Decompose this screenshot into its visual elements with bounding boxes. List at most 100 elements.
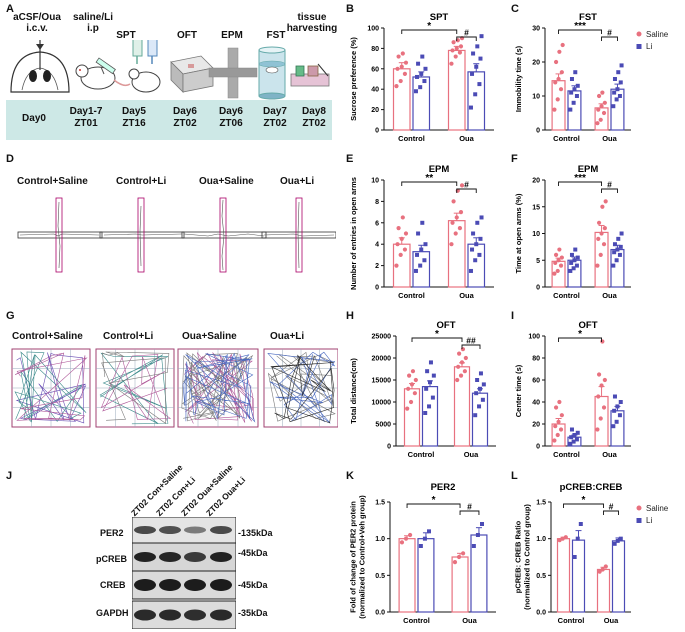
panel-letter-d: D [6,153,14,165]
y-tick-label: 80 [532,356,540,363]
data-point-saline [395,66,400,71]
y-tick-label: 20 [532,60,540,67]
significance-marker: # [607,180,612,190]
data-point-li [611,424,616,429]
data-point-saline [399,540,405,545]
oft-path [267,351,336,422]
data-point-saline [596,394,601,399]
chart-oft-distance: OFT Total distance(cm) 0 5000 10000 15000 2000… [349,320,496,459]
oft-path [15,352,87,424]
data-point-saline [598,252,603,257]
data-point-li [479,34,484,39]
blot-row-pcreb: pCREB [96,554,127,564]
y-tick-label: 0 [536,285,540,292]
chart-epm-entries: EPM Number of entries in open arms 0 2 4 6 8 10… [349,164,494,300]
data-point-saline [452,560,458,565]
legend-label-saline: Saline [646,30,669,39]
kda-pcreb: -45kDa [238,548,268,558]
data-point-li [419,247,424,252]
data-point-li [617,252,622,257]
panel-letter-f: F [511,153,518,165]
data-point-li [424,386,429,391]
significance-marker: *** [574,21,586,32]
data-point-saline [451,199,456,204]
data-point-saline [459,360,465,365]
data-point-li [611,104,616,109]
data-point-li [615,404,620,409]
bar-li-control [421,385,439,447]
y-tick-label: 40 [532,400,540,407]
data-point-li [614,419,619,424]
significance-marker: # [464,28,469,38]
data-point-saline [557,49,562,54]
data-point-saline [396,226,401,231]
epm-track-oua-saline [181,197,267,273]
blot-bands-creb [134,579,232,591]
bar-li-control [571,539,586,613]
data-point-li [480,397,485,402]
data-point-li [416,61,421,66]
data-point-saline [598,416,603,421]
data-point-saline [457,351,462,356]
significance-bracket [411,337,463,342]
data-point-saline [408,532,413,538]
data-point-li [614,97,619,102]
data-point-saline [399,64,404,69]
chart-pcreb-creb: pCREB:CREB pCREB: CREB Ratio(normalized t… [514,482,669,625]
data-point-saline [595,263,600,268]
data-point-saline [454,46,459,51]
oft-path [101,351,170,424]
significance-bracket [601,188,618,193]
y-tick-label: 0 [375,285,379,292]
y-axis-label-line: pCREB: CREB Ratio [514,520,523,593]
zt-text: ZT06 [219,118,243,129]
data-point-li [479,215,484,220]
y-axis-label-line: Total distance(cm) [349,358,358,424]
bar-saline-oua [594,395,609,447]
timeline-day7: Day7 ZT02 [257,106,293,130]
data-point-saline [599,231,604,236]
timeline-day1-7: Day1-7 ZT01 [61,106,111,130]
y-tick-label: 60 [532,378,540,385]
oft-path [100,354,172,421]
oft-track-images [11,348,338,428]
panel-letter-a: A [6,3,14,15]
data-point-saline [407,373,412,378]
y-tick-label: 1.5 [375,500,385,507]
data-point-li [473,92,478,97]
data-point-li [568,107,573,112]
data-point-li [473,413,478,418]
y-axis-label: Center time (s) [514,364,523,417]
data-point-li [572,433,577,437]
data-point-saline [601,242,607,247]
data-point-saline [399,236,404,241]
day-text: Day0 [22,113,46,124]
y-tick-label: 10000 [372,400,392,407]
timeline-bar [6,100,332,140]
data-point-li [571,266,576,271]
day-text: Day5 [122,106,146,117]
y-tick-label: 0 [536,444,540,451]
y-tick-label: 100 [367,26,379,33]
blot-bands-gapdh [134,609,232,621]
significance-bracket [603,510,619,515]
data-point-li [477,82,482,87]
data-point-li [422,536,427,541]
y-tick-label: 5 [536,258,540,265]
data-point-li [612,90,617,95]
data-point-saline [453,54,458,59]
data-point-li [471,544,476,548]
data-point-saline [460,347,466,352]
epm-label-oua-saline: Oua+Saline [199,176,254,187]
data-point-li [428,360,433,365]
data-point-saline [450,220,455,225]
zt-text: ZT02 [173,118,197,129]
data-point-li [619,63,624,68]
data-point-li [420,220,425,225]
chart-title: OFT [579,320,598,331]
data-point-li [616,236,621,241]
data-point-li [431,373,436,378]
chart-title: PER2 [431,482,456,493]
data-point-li [568,441,573,446]
data-point-saline [599,383,604,388]
